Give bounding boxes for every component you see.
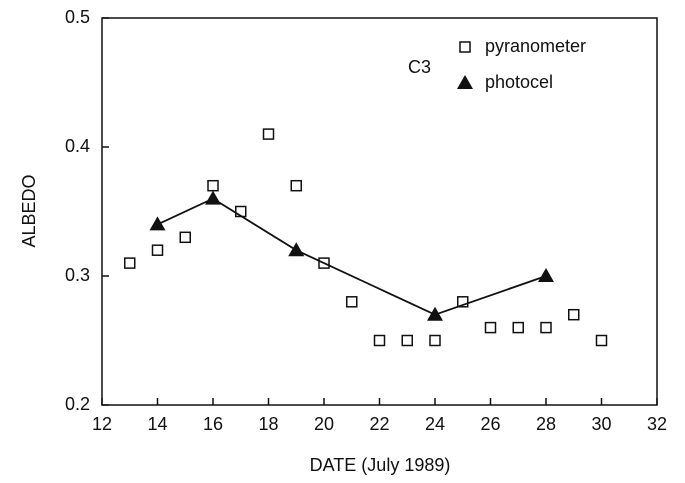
x-tick-label: 20 [314, 414, 334, 434]
square-marker [484, 321, 497, 334]
square-marker [401, 334, 413, 347]
triangle-marker [205, 190, 221, 205]
square-marker [179, 231, 191, 244]
y-tick-label: 0.2 [65, 394, 90, 414]
square-marker [124, 257, 136, 269]
triangle-marker [149, 216, 166, 231]
square-marker [595, 334, 608, 347]
annotation: C3 [408, 57, 431, 77]
triangle-marker [288, 242, 305, 257]
y-tick-label: 0.5 [65, 7, 90, 27]
triangle-marker [427, 306, 443, 321]
y-tick-label: 0.3 [65, 265, 90, 285]
square-marker [512, 321, 524, 334]
square-marker [290, 179, 302, 192]
legend-marker [457, 75, 473, 89]
x-tick-label: 14 [147, 414, 167, 434]
x-tick-label: 24 [425, 414, 445, 434]
square-marker [151, 244, 164, 256]
x-tick-label: 30 [591, 414, 611, 434]
square-marker [262, 128, 275, 140]
square-marker [429, 334, 441, 347]
legend-marker [459, 41, 471, 53]
x-axis-label: DATE (July 1989) [310, 455, 451, 475]
square-marker [373, 334, 386, 347]
square-marker [540, 321, 552, 334]
x-tick-label: 28 [536, 414, 556, 434]
x-tick-label: 22 [369, 414, 389, 434]
x-tick-label: 16 [203, 414, 223, 434]
x-tick-label: 32 [647, 414, 667, 434]
legend-label: pyranometer [485, 36, 586, 56]
y-axis-label: ALBEDO [19, 174, 39, 247]
x-tick-label: 26 [480, 414, 500, 434]
legend-label: photocel [485, 72, 553, 92]
triangle-marker [538, 268, 554, 282]
y-tick-label: 0.4 [65, 136, 90, 156]
x-tick-label: 18 [258, 414, 278, 434]
square-marker [207, 179, 219, 192]
square-marker [346, 296, 358, 308]
x-tick-label: 12 [92, 414, 112, 434]
square-marker [568, 308, 580, 321]
square-marker [457, 296, 469, 308]
